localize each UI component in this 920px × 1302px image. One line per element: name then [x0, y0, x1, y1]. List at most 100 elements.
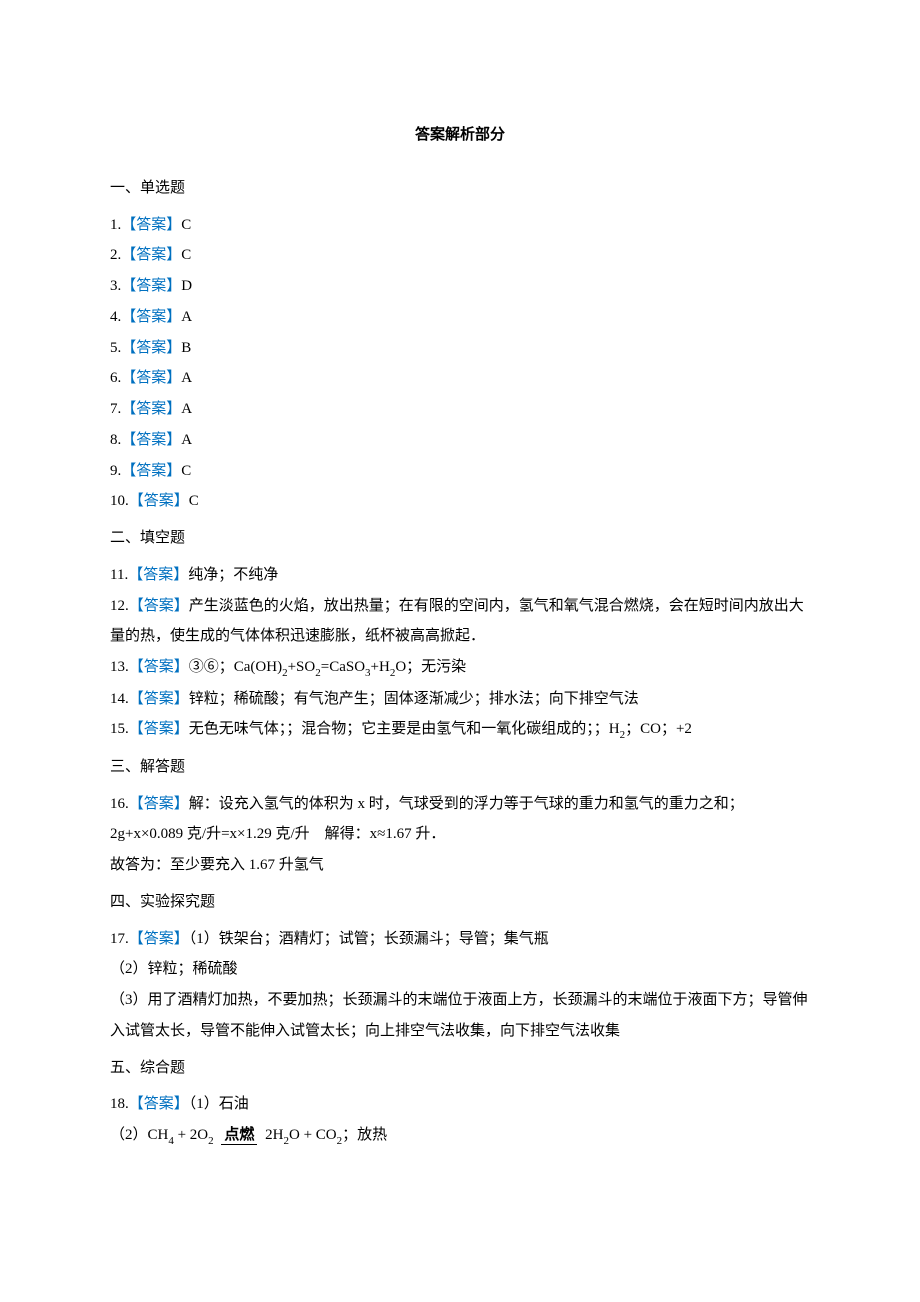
answer-value: 产生淡蓝色的火焰，放出热量；在有限的空间内，氢气和氧气混合燃烧，会在短时间内放出… — [110, 598, 804, 645]
answer-row-9: 9.【答案】C — [110, 456, 810, 487]
subscript: 3 — [365, 667, 371, 679]
answer-tag: 【答案】 — [128, 567, 188, 583]
subscript: 2 — [284, 1135, 290, 1147]
subscript: 2 — [282, 667, 288, 679]
answer-row-3: 3.【答案】D — [110, 271, 810, 302]
answer-row-17-p2: （2）锌粒；稀硫酸 — [110, 954, 810, 985]
answer-value — [214, 1127, 218, 1143]
subscript: 2 — [208, 1135, 214, 1147]
answer-value: A — [181, 370, 192, 386]
answer-value: B — [181, 340, 191, 356]
answer-value: C — [181, 463, 191, 479]
section-2-heading: 二、填空题 — [110, 523, 810, 554]
answer-row-5: 5.【答案】B — [110, 333, 810, 364]
answer-value: 锌粒；稀硫酸；有气泡产生；固体逐渐减少；排水法；向下排空气法 — [189, 691, 639, 707]
answer-value: D — [181, 278, 192, 294]
answer-num: 13. — [110, 659, 129, 675]
answer-num: 15. — [110, 721, 129, 737]
answer-tag: 【答案】 — [121, 340, 181, 356]
page-container: 答案解析部分 一、单选题 1.【答案】C 2.【答案】C 3.【答案】D 4.【… — [0, 0, 920, 1252]
answer-num: 3. — [110, 278, 121, 294]
answer-row-18-p2: （2）CH4 + 2O2 点燃 2H2O + CO2；放热 — [110, 1120, 810, 1152]
answer-tag: 【答案】 — [121, 370, 181, 386]
answer-row-16: 16.【答案】解：设充入氢气的体积为 x 时，气球受到的浮力等于气球的重力和氢气… — [110, 789, 810, 820]
answer-num: 8. — [110, 432, 121, 448]
section-4-heading: 四、实验探究题 — [110, 887, 810, 918]
answer-tag: 【答案】 — [121, 401, 181, 417]
answer-row-8: 8.【答案】A — [110, 425, 810, 456]
answer-row-10: 10.【答案】C — [110, 486, 810, 517]
answer-value: C — [189, 493, 199, 509]
answer-tag: 【答案】 — [129, 1096, 189, 1112]
answer-tag: 【答案】 — [121, 432, 181, 448]
section-5-heading: 五、综合题 — [110, 1053, 810, 1084]
answer-tag: 【答案】 — [121, 217, 181, 233]
answer-tag: 【答案】 — [121, 309, 181, 325]
answer-value: （1）石油 — [189, 1096, 249, 1112]
answer-value: ③⑥；Ca(OH) — [189, 659, 282, 675]
answer-value: ；CO；+2 — [625, 721, 692, 737]
answer-value: O + CO — [289, 1127, 337, 1143]
answer-value: + 2O — [174, 1127, 208, 1143]
reaction-condition: 点燃 — [221, 1127, 257, 1145]
answer-row-17-p3: （3）用了酒精灯加热，不要加热；长颈漏斗的末端位于液面上方，长颈漏斗的末端位于液… — [110, 985, 810, 1047]
subscript: 2 — [337, 1135, 343, 1147]
answer-tag: 【答案】 — [129, 598, 189, 614]
answer-value: C — [181, 247, 191, 263]
answer-tag: 【答案】 — [129, 931, 189, 947]
answer-num: 16. — [110, 796, 129, 812]
answer-value: （2）CH — [110, 1127, 168, 1143]
answer-row-14: 14.【答案】锌粒；稀硫酸；有气泡产生；固体逐渐减少；排水法；向下排空气法 — [110, 684, 810, 715]
answer-value: +H — [371, 659, 390, 675]
section-3-heading: 三、解答题 — [110, 752, 810, 783]
answer-tag: 【答案】 — [129, 659, 189, 675]
answer-value: A — [181, 432, 192, 448]
subscript: 2 — [315, 667, 321, 679]
answer-row-1: 1.【答案】C — [110, 210, 810, 241]
answer-row-7: 7.【答案】A — [110, 394, 810, 425]
answer-tag: 【答案】 — [129, 721, 189, 737]
answer-num: 18. — [110, 1096, 129, 1112]
answer-value: （1）铁架台；酒精灯；试管；长颈漏斗；导管；集气瓶 — [189, 931, 549, 947]
section-1-heading: 一、单选题 — [110, 173, 810, 204]
answer-value: 解：设充入氢气的体积为 x 时，气球受到的浮力等于气球的重力和氢气的重力之和； — [189, 796, 744, 812]
answer-value: 2H — [265, 1127, 283, 1143]
answer-row-16-line3: 故答为：至少要充入 1.67 升氢气 — [110, 850, 810, 881]
answer-tag: 【答案】 — [121, 278, 181, 294]
answer-num: 6. — [110, 370, 121, 386]
answer-num: 4. — [110, 309, 121, 325]
answer-row-13: 13.【答案】③⑥；Ca(OH)2+SO2=CaSO3+H2O；无污染 — [110, 652, 810, 684]
answer-row-17: 17.【答案】（1）铁架台；酒精灯；试管；长颈漏斗；导管；集气瓶 — [110, 924, 810, 955]
answer-tag: 【答案】 — [129, 796, 189, 812]
answer-row-15: 15.【答案】无色无味气体；；混合物；它主要是由氢气和一氧化碳组成的；；H2；C… — [110, 714, 810, 746]
answer-tag: 【答案】 — [121, 463, 181, 479]
answer-value: C — [181, 217, 191, 233]
answer-value: A — [181, 401, 192, 417]
answer-num: 10. — [110, 493, 129, 509]
answer-tag: 【答案】 — [121, 247, 181, 263]
answer-value: A — [181, 309, 192, 325]
answer-value: O；无污染 — [395, 659, 466, 675]
answer-num: 5. — [110, 340, 121, 356]
answer-value: 无色无味气体；；混合物；它主要是由氢气和一氧化碳组成的；；H — [189, 721, 620, 737]
answer-row-18: 18.【答案】（1）石油 — [110, 1089, 810, 1120]
subscript: 2 — [390, 667, 396, 679]
answer-row-12: 12.【答案】产生淡蓝色的火焰，放出热量；在有限的空间内，氢气和氧气混合燃烧，会… — [110, 591, 810, 653]
answer-value: =CaSO — [321, 659, 365, 675]
answer-num: 1. — [110, 217, 121, 233]
answer-value: +SO — [288, 659, 316, 675]
page-title: 答案解析部分 — [110, 120, 810, 151]
answer-row-2: 2.【答案】C — [110, 240, 810, 271]
answer-num: 11. — [110, 567, 128, 583]
subscript: 4 — [168, 1135, 174, 1147]
answer-row-6: 6.【答案】A — [110, 363, 810, 394]
subscript: 2 — [620, 729, 626, 741]
answer-num: 9. — [110, 463, 121, 479]
answer-value: ；放热 — [342, 1127, 387, 1143]
answer-num: 12. — [110, 598, 129, 614]
answer-num: 7. — [110, 401, 121, 417]
answer-num: 2. — [110, 247, 121, 263]
answer-row-4: 4.【答案】A — [110, 302, 810, 333]
answer-num: 17. — [110, 931, 129, 947]
answer-tag: 【答案】 — [129, 493, 189, 509]
